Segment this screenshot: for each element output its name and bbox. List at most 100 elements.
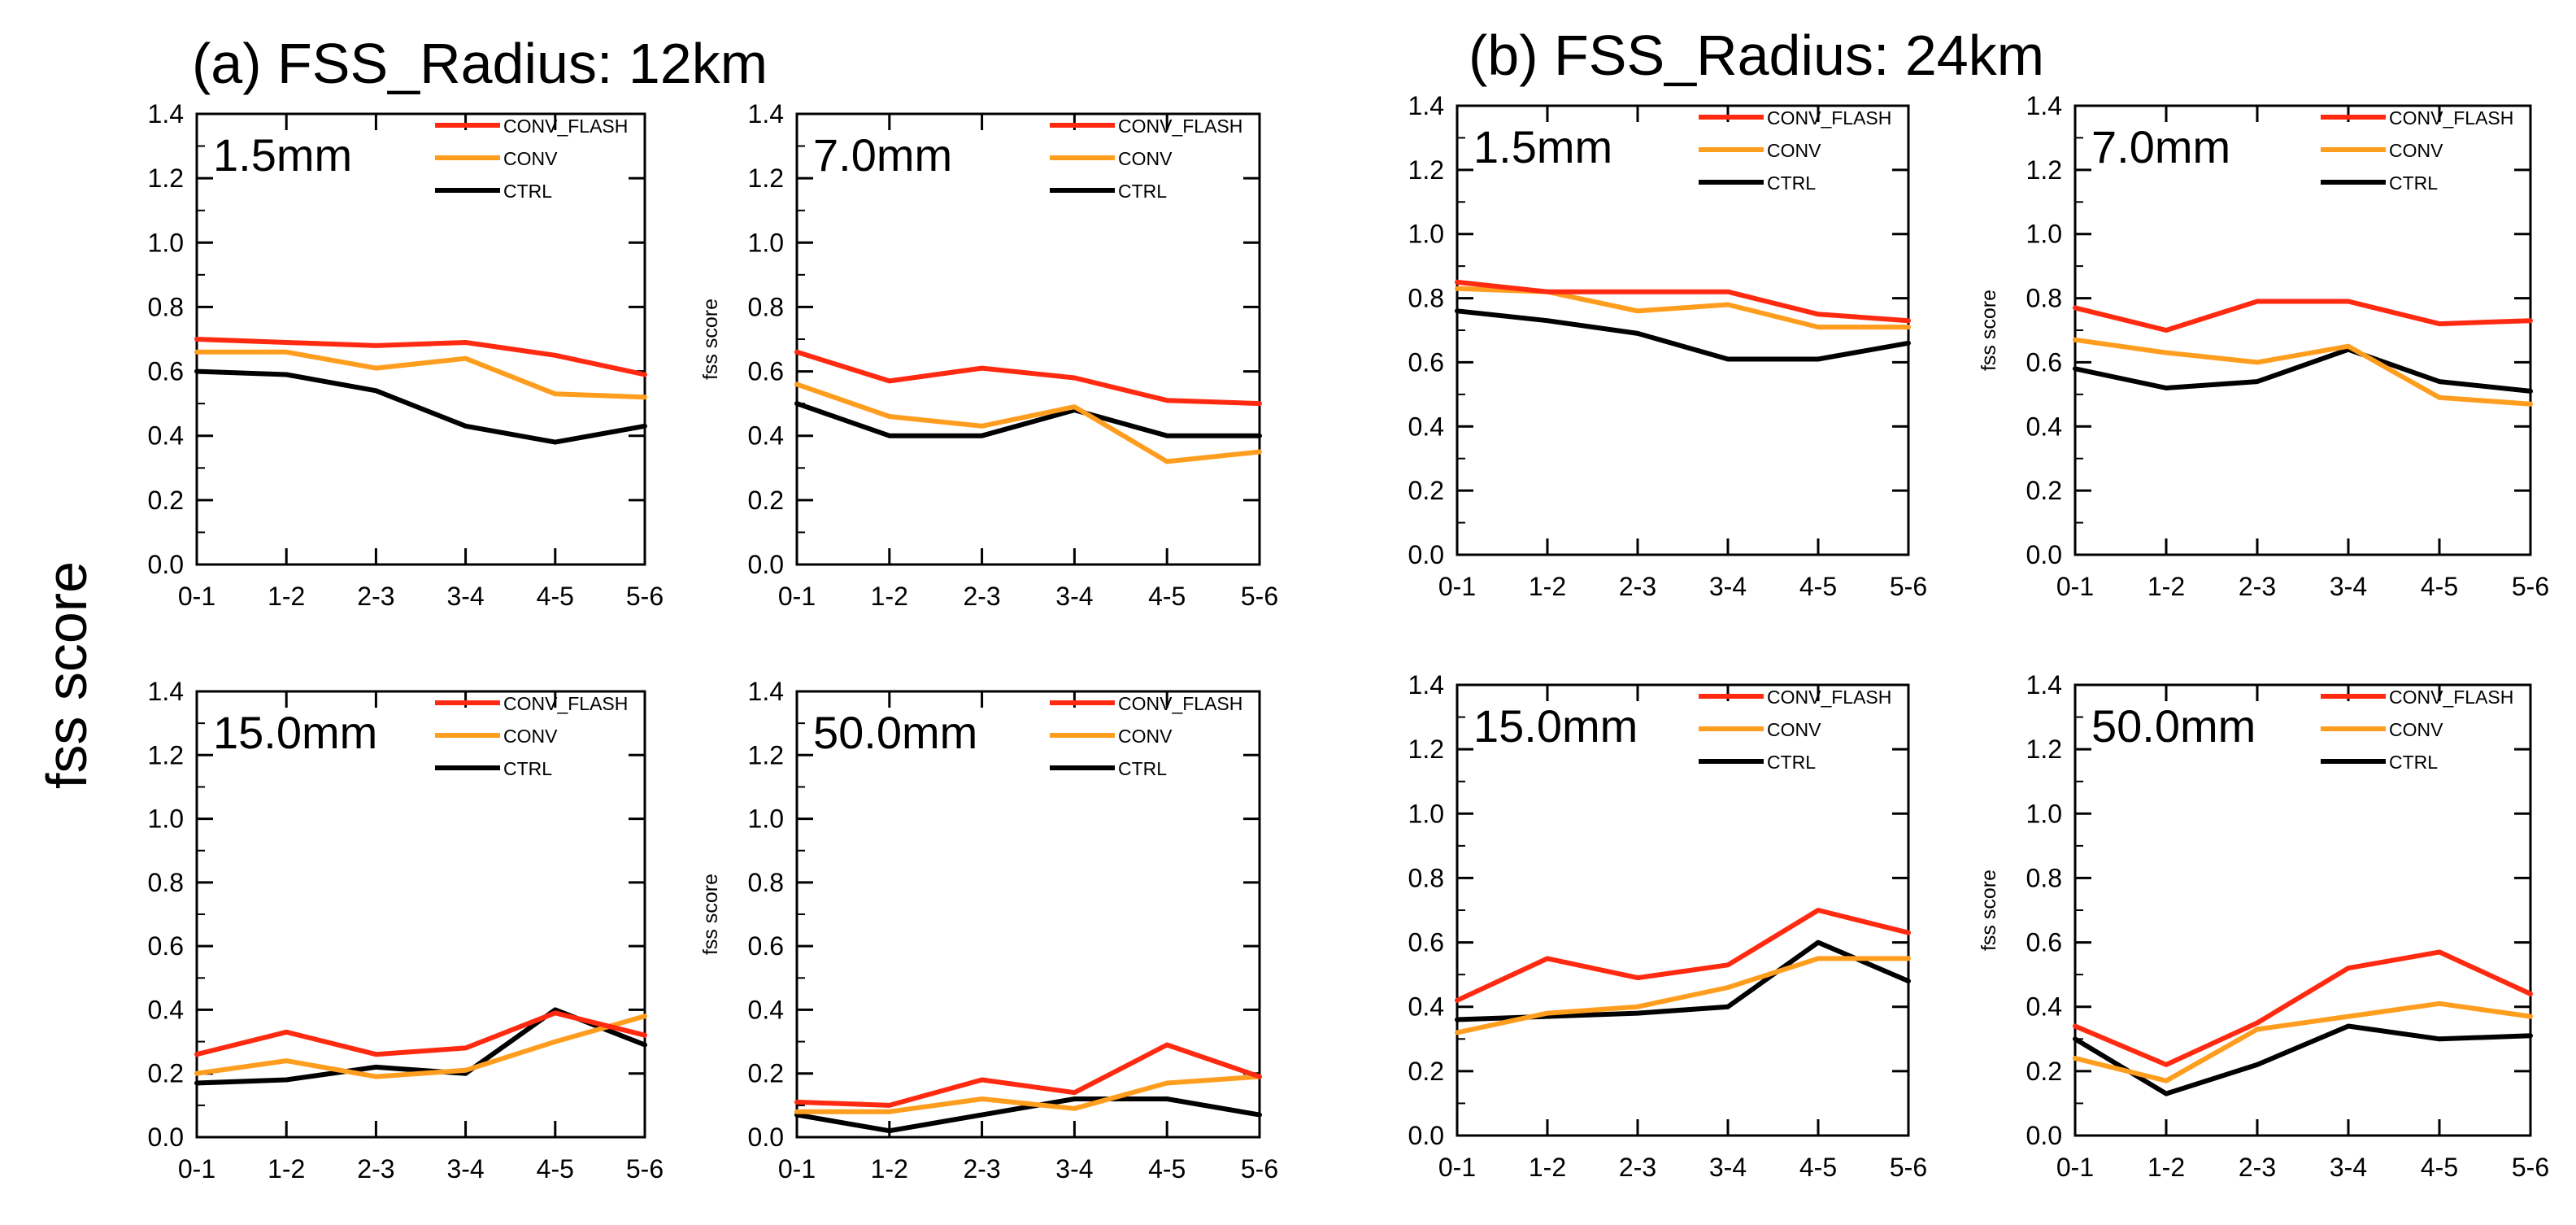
panel-4-ytick-label: 0.8	[748, 868, 784, 897]
panel-1-legend-label-conv-flash: CONV_FLASH	[503, 116, 628, 137]
panel-4-line-conv-flash	[794, 1042, 1262, 1108]
panel-8-xtick-label: 0-1	[2056, 1153, 2094, 1182]
panel-8-xtick-label: 1-2	[2147, 1153, 2185, 1182]
panel-3-ytick-label: 0.4	[148, 995, 184, 1024]
panel-3-xtick-label: 1-2	[268, 1154, 305, 1184]
figure-y-axis-label: fss score	[35, 561, 98, 789]
panel-4-ytick-label: 1.4	[748, 677, 784, 706]
panel-1-ytick-label: 1.2	[148, 163, 184, 193]
panel-7-15-0mm: 0.0 0.2 0.4 0.6 0.8 1.0 1.2 1.4 0-1 1-2 2-3 3-4 4-5 5…	[1408, 670, 1928, 1182]
panel-1-ytick-label: 0.4	[148, 421, 184, 451]
panel-7-xtick-label: 3-4	[1709, 1153, 1747, 1182]
panel-5-xtick-label: 4-5	[1799, 572, 1837, 601]
panel-5-ytick-label: 0.2	[1408, 476, 1444, 505]
panel-5-legend-label-conv-flash: CONV_FLASH	[1767, 107, 1891, 129]
panel-2-line-ctrl	[794, 401, 1262, 438]
panel-1-xtick-label: 4-5	[537, 582, 574, 611]
panel-1-line-ctrl	[194, 368, 647, 445]
panel-4-threshold-label: 50.0mm	[813, 707, 977, 758]
panel-3-legend-label-conv-flash: CONV_FLASH	[503, 693, 628, 714]
panel-5-ytick-label: 1.0	[1408, 220, 1444, 249]
panel-5-legend-label-conv: CONV	[1767, 140, 1821, 161]
panel-7-ytick-label: 0.2	[1408, 1057, 1444, 1086]
panel-1-ytick-label: 0.0	[148, 550, 184, 579]
panel-6-xtick-label: 5-6	[2512, 572, 2549, 601]
panel-2-xtick-label: 4-5	[1148, 582, 1186, 611]
panel-6-legend-label-conv-flash: CONV_FLASH	[2389, 107, 2513, 129]
panel-2-7-0mm: 0.0 0.2 0.4 0.6 0.8 1.0 1.2 1.4 0-1 1-2 2-3 3-4 4-5 5…	[699, 99, 1278, 611]
panel-7-ytick-label: 0.0	[1408, 1121, 1444, 1150]
panel-5-line-conv-flash	[1455, 279, 1911, 324]
panel-5-ytick-label: 1.2	[1408, 155, 1444, 185]
panel-3-ytick-label: 0.2	[148, 1059, 184, 1088]
panel-8-ytick-label: 0.4	[2026, 992, 2062, 1022]
panel-8-threshold-label: 50.0mm	[2091, 700, 2256, 752]
panel-7-legend-label-conv: CONV	[1767, 719, 1821, 740]
panel-4-line-conv	[794, 1074, 1262, 1114]
panel-4-line-ctrl	[794, 1096, 1262, 1134]
panel-2-legend-label-conv-flash: CONV_FLASH	[1118, 116, 1242, 137]
panel-4-ytick-label: 0.2	[748, 1059, 784, 1088]
panel-3-ytick-label: 0.0	[148, 1123, 184, 1152]
panel-5-ytick-label: 0.4	[1408, 412, 1444, 441]
panel-6-ytick-label: 0.6	[2026, 347, 2062, 377]
panel-4-legend-label-ctrl: CTRL	[1118, 758, 1167, 779]
panel-8-ytick-label: 1.0	[2026, 799, 2062, 828]
panel-6-xtick-label: 1-2	[2147, 572, 2185, 601]
panel-7-xtick-label: 2-3	[1619, 1153, 1656, 1182]
panel-6-ytick-label: 1.0	[2026, 220, 2062, 249]
panel-5-ytick-label: 0.8	[1408, 284, 1444, 313]
panel-2-ytick-label: 1.4	[748, 99, 784, 129]
panel-6-line-ctrl	[2073, 347, 2533, 394]
panel-2-line-conv	[794, 381, 1262, 464]
panel-8-50-0mm: 0.0 0.2 0.4 0.6 0.8 1.0 1.2 1.4 0-1 1-2 2-3 3-4 4-5 5…	[1978, 670, 2549, 1182]
panel-4-xtick-label: 2-3	[963, 1154, 1000, 1184]
panel-4-ytick-label: 1.0	[748, 804, 784, 834]
panel-2-ytick-label: 0.6	[748, 357, 784, 386]
panel-8-ytick-label: 0.2	[2026, 1057, 2062, 1086]
panel-1-ytick-label: 1.0	[148, 228, 184, 257]
panel-1-ytick-label: 0.6	[148, 357, 184, 386]
panel-5-line-ctrl	[1455, 308, 1911, 362]
panel-5-xtick-label: 0-1	[1438, 572, 1476, 601]
panel-1-xtick-label: 1-2	[268, 582, 305, 611]
panel-6-ytick-label: 0.2	[2026, 476, 2062, 505]
panel-2-y-axis-label: fss score	[699, 299, 722, 380]
panel-5-xtick-label: 1-2	[1529, 572, 1566, 601]
panel-1-xtick-label: 2-3	[357, 582, 394, 611]
panel-7-xtick-label: 5-6	[1890, 1153, 1927, 1182]
panel-8-y-axis-label: fss score	[1978, 870, 2000, 951]
panel-4-ytick-label: 0.4	[748, 995, 784, 1024]
panel-6-legend-label-ctrl: CTRL	[2389, 172, 2438, 194]
panel-7-xtick-label: 0-1	[1438, 1153, 1476, 1182]
panel-4-xtick-label: 4-5	[1148, 1154, 1186, 1184]
panel-8-line-ctrl	[2073, 1023, 2533, 1096]
panel-6-xtick-label: 2-3	[2239, 572, 2276, 601]
panel-7-legend-label-ctrl: CTRL	[1767, 752, 1816, 773]
panel-6-y-axis-label: fss score	[1978, 290, 2000, 371]
panel-5-threshold-label: 1.5mm	[1473, 121, 1612, 172]
panel-3-xtick-label: 3-4	[446, 1154, 484, 1184]
group-title-12km: (a) FSS_Radius: 12km	[192, 32, 768, 95]
panel-2-legend-label-conv: CONV	[1118, 148, 1173, 169]
panel-2-xtick-label: 2-3	[963, 582, 1000, 611]
panel-8-ytick-label: 0.6	[2026, 928, 2062, 957]
panel-8-legend-label-conv-flash: CONV_FLASH	[2389, 687, 2513, 708]
panel-1-threshold-label: 1.5mm	[213, 129, 352, 181]
panel-7-ytick-label: 0.6	[1408, 928, 1444, 957]
panel-4-50-0mm: 0.0 0.2 0.4 0.6 0.8 1.0 1.2 1.4 0-1 1-2 2-3 3-4 4-5 5…	[699, 677, 1278, 1184]
panel-7-threshold-label: 15.0mm	[1473, 700, 1638, 752]
panel-4-ytick-label: 0.0	[748, 1123, 784, 1152]
panel-1-legend-label-ctrl: CTRL	[503, 181, 552, 202]
panel-3-ytick-label: 0.6	[148, 931, 184, 961]
panel-5-xtick-label: 3-4	[1709, 572, 1747, 601]
panel-3-threshold-label: 15.0mm	[213, 707, 377, 758]
panel-7-xtick-label: 4-5	[1799, 1153, 1837, 1182]
panel-1-ytick-label: 0.2	[148, 486, 184, 515]
panel-4-xtick-label: 3-4	[1055, 1154, 1093, 1184]
panel-4-y-axis-label: fss score	[699, 874, 722, 955]
panel-6-ytick-label: 0.4	[2026, 412, 2062, 441]
panel-5-ytick-label: 1.4	[1408, 91, 1444, 120]
panel-1-xtick-label: 3-4	[446, 582, 484, 611]
